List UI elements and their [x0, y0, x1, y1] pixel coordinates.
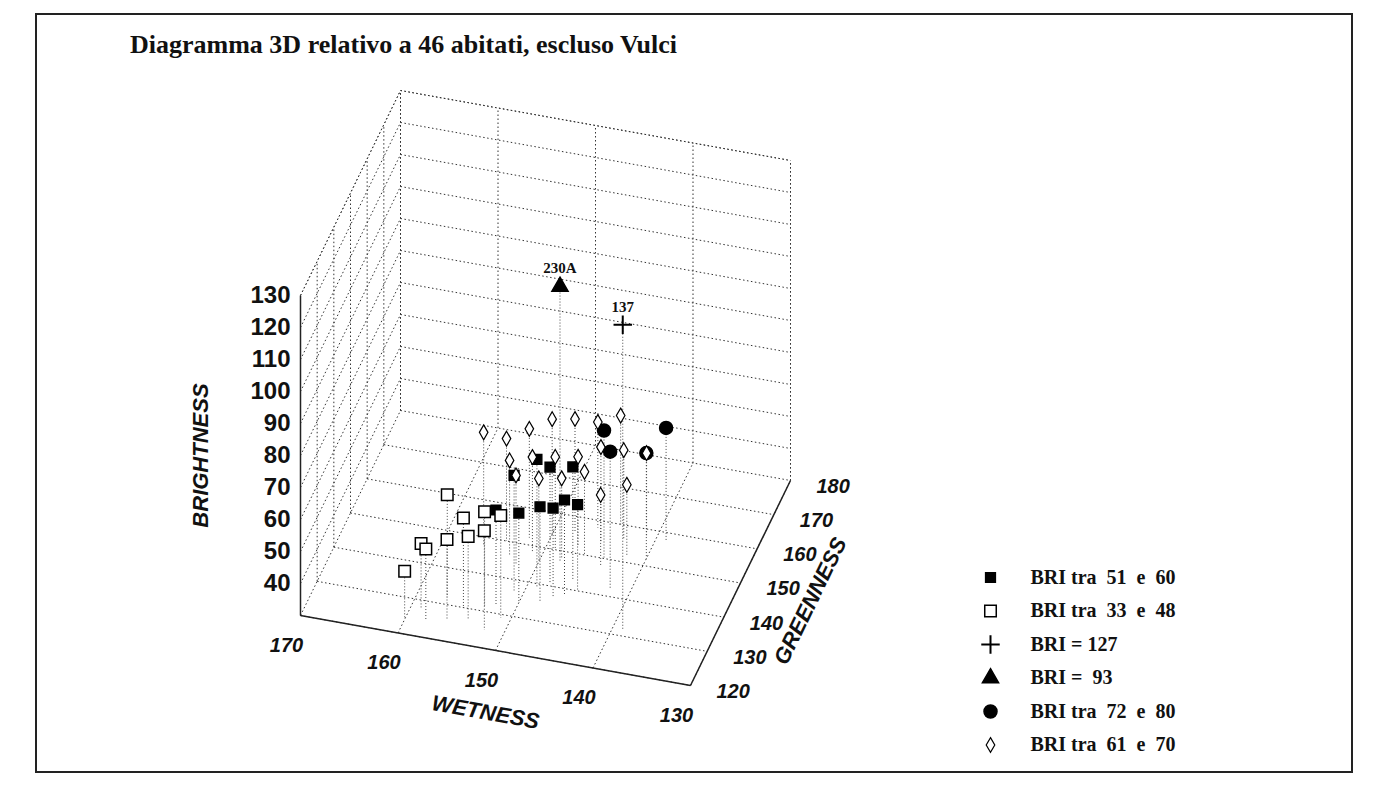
- svg-text:150: 150: [767, 577, 800, 599]
- svg-text:BRI tra 51 e 60: BRI tra 51 e 60: [1031, 566, 1176, 588]
- svg-text:160: 160: [367, 651, 400, 673]
- html-text:Diagramma 3D relativo a 46 abi: Diagramma 3D relativo a 46 abitati, escl…: [130, 30, 677, 59]
- svg-text:110: 110: [252, 345, 291, 372]
- svg-text:70: 70: [264, 473, 291, 500]
- svg-text:WETNESS: WETNESS: [430, 690, 542, 734]
- svg-text:50: 50: [264, 537, 291, 564]
- svg-text:180: 180: [817, 475, 850, 497]
- svg-text:140: 140: [750, 612, 783, 634]
- svg-text:137: 137: [612, 299, 635, 315]
- svg-text:120: 120: [717, 680, 750, 702]
- svg-text:130: 130: [660, 704, 693, 726]
- svg-text:60: 60: [264, 505, 291, 532]
- svg-text:BRI = 93: BRI = 93: [1031, 666, 1113, 688]
- svg-text:BRI tra 72 e 80: BRI tra 72 e 80: [1031, 700, 1176, 722]
- svg-text:BRI tra 61 e 70: BRI tra 61 e 70: [1031, 733, 1176, 755]
- svg-text:170: 170: [800, 509, 833, 531]
- svg-text:40: 40: [264, 569, 291, 596]
- svg-text:230A: 230A: [543, 260, 577, 276]
- svg-text:120: 120: [250, 313, 290, 340]
- svg-text:90: 90: [264, 409, 291, 436]
- svg-text:130: 130: [733, 646, 766, 668]
- svg-text:GREENNESS: GREENNESS: [769, 533, 852, 668]
- svg-text:160: 160: [783, 543, 816, 565]
- svg-text:130: 130: [250, 281, 290, 308]
- svg-text:BRI tra 33 e 48: BRI tra 33 e 48: [1031, 599, 1176, 621]
- svg-text:150: 150: [465, 669, 498, 691]
- svg-text:BRIGHTNESS: BRIGHTNESS: [188, 383, 213, 528]
- svg-text:140: 140: [562, 686, 595, 708]
- svg-text:170: 170: [270, 634, 303, 656]
- svg-text:BRI = 127: BRI = 127: [1031, 633, 1118, 655]
- svg-text:80: 80: [264, 441, 291, 468]
- svg-text:100: 100: [250, 377, 290, 404]
